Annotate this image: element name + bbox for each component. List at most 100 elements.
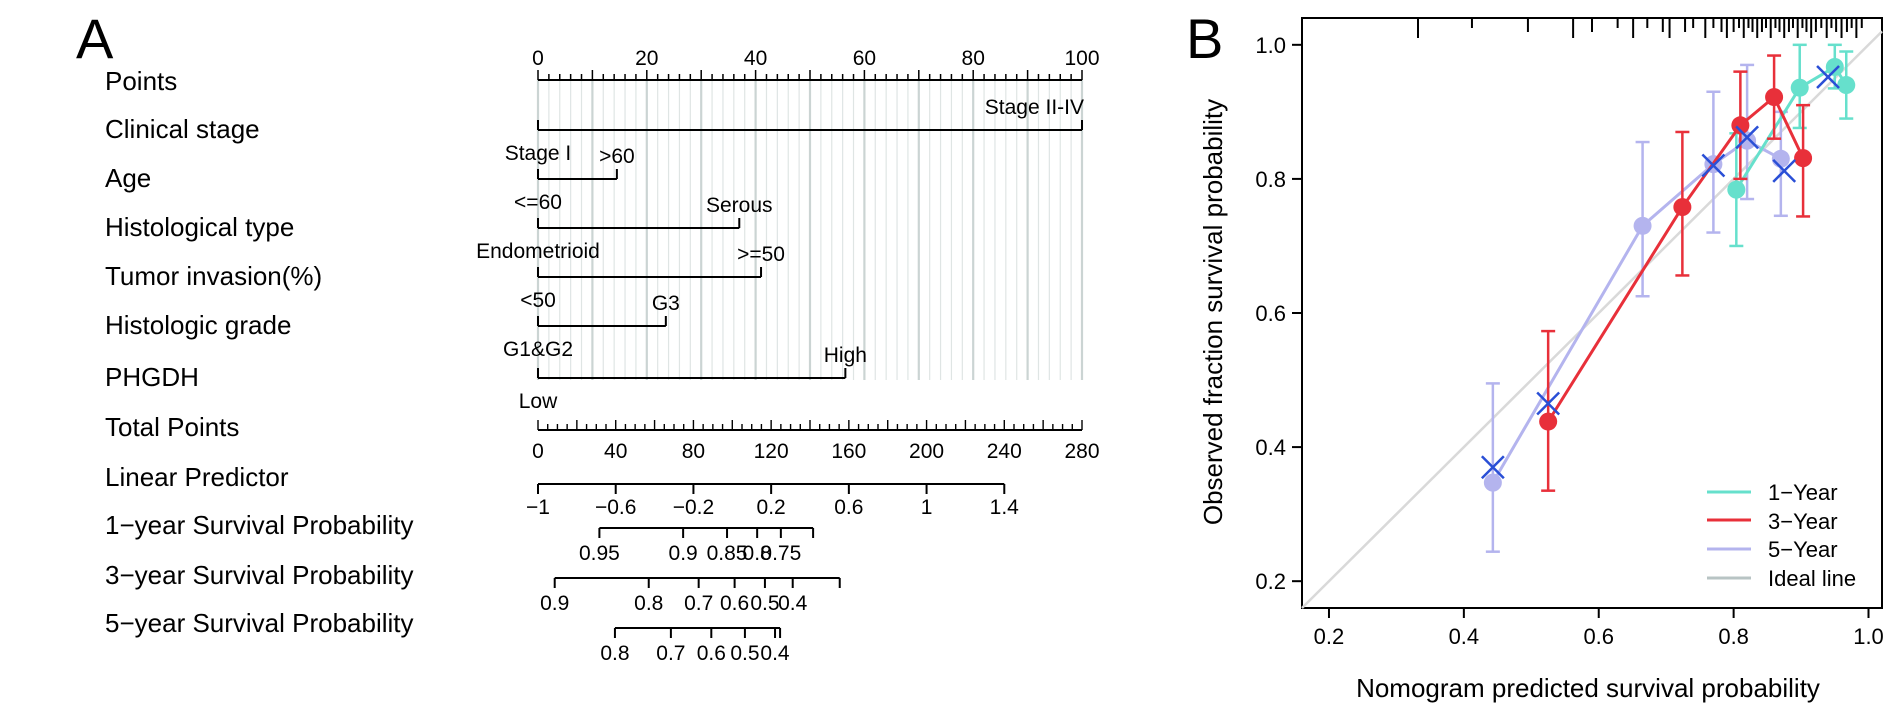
linear-predictor-tick-label: −0.2 xyxy=(673,496,714,519)
survival-tick-label: 0.8 xyxy=(634,592,663,615)
survival-tick-label: 0.8 xyxy=(743,542,772,565)
level-label-g1-g2: G1&G2 xyxy=(503,338,573,361)
level-label-serous: Serous xyxy=(706,194,773,217)
level-label-stage-ii-iv: Stage II-IV xyxy=(985,96,1084,119)
survival-tick-label: 0.5 xyxy=(730,642,759,665)
calibration-legend: 1−Year 3−Year 5−Year Ideal line xyxy=(1707,480,1856,591)
x-tick-label: 0.2 xyxy=(1314,624,1345,649)
cross-marker xyxy=(1701,153,1726,178)
y-tick-label: 0.2 xyxy=(1255,569,1286,594)
calibration-plot: 0.2 0.4 0.6 0.8 1.0 0.2 0.4 0.6 0.8 1.0 xyxy=(1255,17,1884,649)
level-label-stage-i: Stage I xyxy=(505,142,572,165)
point-1-year xyxy=(1825,57,1844,76)
level-label-low: Low xyxy=(519,390,558,413)
survival-tick-label: 0.6 xyxy=(697,642,726,665)
ideal-line xyxy=(1301,30,1883,609)
total-points-tick-label: 240 xyxy=(987,440,1022,463)
points-tick-label: 20 xyxy=(635,47,658,70)
total-points-tick-label: 0 xyxy=(532,440,544,463)
survival-tick-label: 0.9 xyxy=(540,592,569,615)
linear-predictor-tick-label: −0.6 xyxy=(595,496,636,519)
level-label-60: <=60 xyxy=(514,191,562,214)
row-label-5-year-survival-probability: 5−year Survival Probability xyxy=(105,608,414,638)
level-label-50: <50 xyxy=(520,289,556,312)
linear-predictor-tick-label: −1 xyxy=(526,496,550,519)
point-3-year xyxy=(1539,412,1558,431)
row-label-tumor-invasion: Tumor invasion(%) xyxy=(105,261,322,291)
y-tick-label: 0.8 xyxy=(1255,167,1286,192)
points-tick-label: 80 xyxy=(962,47,985,70)
y-tick-label: 0.4 xyxy=(1255,435,1286,460)
survival-tick-label: 0.9 xyxy=(669,542,698,565)
row-label-1-year-survival-probability: 1−year Survival Probability xyxy=(105,510,414,540)
point-3-year xyxy=(1794,149,1813,168)
level-label-60: >60 xyxy=(599,145,635,168)
points-tick-label: 40 xyxy=(744,47,767,70)
row-label-clinical-stage: Clinical stage xyxy=(105,114,260,144)
survival-tick-label: 0.7 xyxy=(656,642,685,665)
survival-tick-label: 0.7 xyxy=(684,592,713,615)
panel-b-label: B xyxy=(1186,7,1223,70)
legend-label-ideal-line: Ideal line xyxy=(1768,566,1856,591)
linear-predictor-tick-label: 0.2 xyxy=(757,496,786,519)
legend-label-5-year: 5−Year xyxy=(1768,537,1838,562)
legend-label-3-year: 3−Year xyxy=(1768,509,1838,534)
total-points-tick-label: 200 xyxy=(909,440,944,463)
y-tick-label: 0.6 xyxy=(1255,301,1286,326)
point-5-year xyxy=(1483,473,1502,492)
total-points-tick-label: 160 xyxy=(831,440,866,463)
points-tick-label: 0 xyxy=(532,47,544,70)
row-label-points: Points xyxy=(105,66,177,96)
points-tick-label: 60 xyxy=(853,47,876,70)
x-tick-label: 0.4 xyxy=(1449,624,1480,649)
survival-tick-label: 0.95 xyxy=(579,542,620,565)
total-points-tick-label: 280 xyxy=(1064,440,1099,463)
nomogram-row-labels: Points Clinical stage Age Histological type… xyxy=(105,66,414,638)
nomogram-axes: 0 20 40 60 80 100 0 40 80 120 160 200 240 280 −1 −0.6 −0… xyxy=(526,47,1100,665)
point-3-year xyxy=(1765,88,1784,107)
point-1-year xyxy=(1790,78,1809,97)
cross-marker xyxy=(1816,65,1840,89)
survival-tick-label: 0.5 xyxy=(750,592,779,615)
panel-a-label: A xyxy=(76,7,114,70)
linear-predictor-tick-label: 0.6 xyxy=(834,496,863,519)
row-label-histologic-grade: Histologic grade xyxy=(105,310,291,340)
points-tick-label: 100 xyxy=(1064,47,1099,70)
nomogram-gridlines xyxy=(536,80,1084,380)
calibration-ylabel: Observed fraction survival probability xyxy=(1198,99,1228,525)
row-label-linear-predictor: Linear Predictor xyxy=(105,462,289,492)
x-tick-label: 1.0 xyxy=(1853,624,1884,649)
survival-tick-label: 0.85 xyxy=(707,542,748,565)
level-label-high: High xyxy=(824,344,867,367)
legend-label-1-year: 1−Year xyxy=(1768,480,1838,505)
point-3-year xyxy=(1673,198,1692,217)
linear-predictor-tick-label: 1.4 xyxy=(990,496,1020,519)
survival-tick-label: 0.4 xyxy=(760,642,790,665)
point-1-year xyxy=(1727,180,1746,199)
point-5-year xyxy=(1771,149,1790,168)
level-label-g3: G3 xyxy=(652,292,680,315)
calibration-xlabel: Nomogram predicted survival probability xyxy=(1356,673,1820,703)
total-points-tick-label: 40 xyxy=(604,440,627,463)
survival-tick-label: 0.6 xyxy=(720,592,749,615)
survival-tick-label: 0.8 xyxy=(600,642,629,665)
nomogram-variable-scales: Stage I Stage II-IV <=60 >60 Endometrioid Ser… xyxy=(476,96,1084,413)
total-points-tick-label: 120 xyxy=(754,440,789,463)
y-tick-label: 1.0 xyxy=(1255,33,1286,58)
level-label-endometrioid: Endometrioid xyxy=(476,240,600,263)
cross-marker xyxy=(1772,158,1797,183)
cross-marker xyxy=(1480,455,1505,480)
row-label-total-points: Total Points xyxy=(105,412,239,442)
x-tick-label: 0.8 xyxy=(1718,624,1749,649)
row-label-phgdh: PHGDH xyxy=(105,362,199,392)
linear-predictor-tick-label: 1 xyxy=(921,496,933,519)
row-label-3-year-survival-probability: 3−year Survival Probability xyxy=(105,560,414,590)
cross-marker xyxy=(1735,125,1760,150)
row-label-histological-type: Histological type xyxy=(105,212,294,242)
point-5-year xyxy=(1633,216,1652,235)
total-points-tick-label: 80 xyxy=(682,440,705,463)
survival-tick-label: 0.4 xyxy=(778,592,808,615)
level-label-50: >=50 xyxy=(737,243,785,266)
survival-tick-label: 0.75 xyxy=(760,542,801,565)
